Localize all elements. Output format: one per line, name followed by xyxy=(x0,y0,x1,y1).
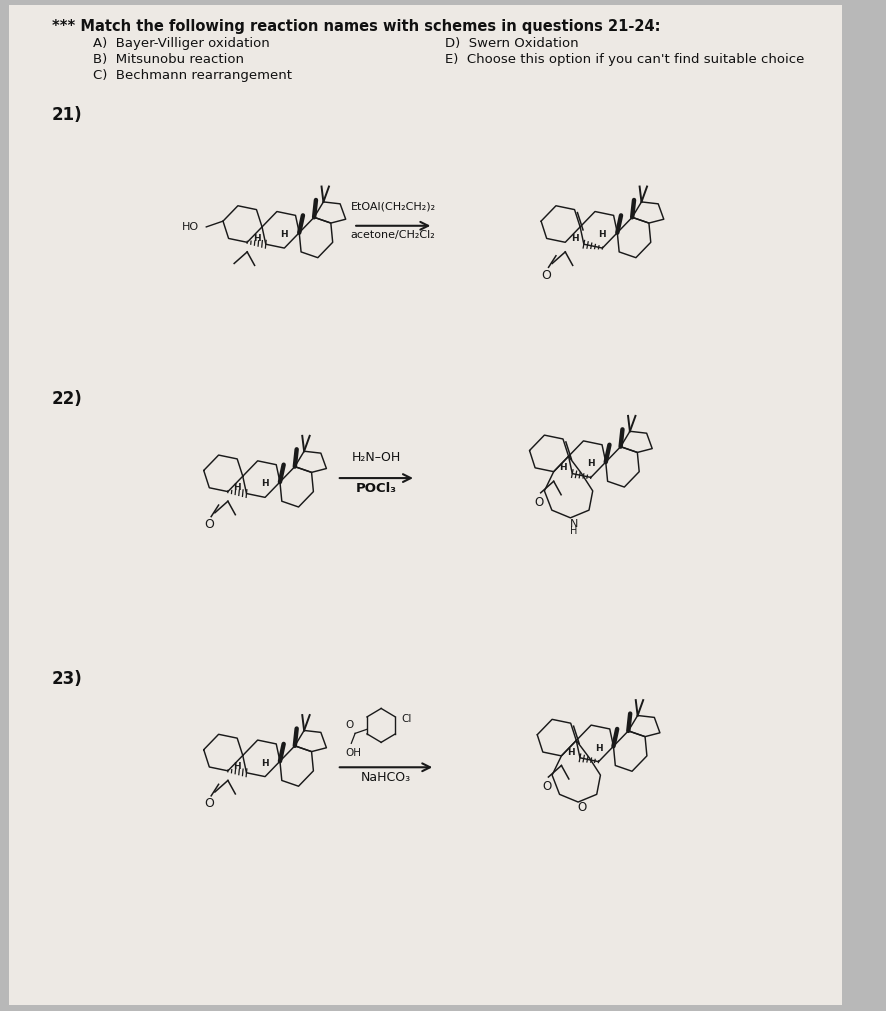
Text: H: H xyxy=(571,234,579,243)
FancyBboxPatch shape xyxy=(9,5,842,1005)
Text: OH: OH xyxy=(346,748,361,758)
Text: 21): 21) xyxy=(51,106,82,124)
Text: H: H xyxy=(571,527,578,536)
Text: H: H xyxy=(253,234,260,243)
Text: N: N xyxy=(570,519,579,529)
Text: H: H xyxy=(587,459,595,468)
Text: 23): 23) xyxy=(51,669,82,687)
Text: H: H xyxy=(559,463,567,472)
Text: H: H xyxy=(567,747,574,756)
Text: 22): 22) xyxy=(51,390,82,408)
Text: O: O xyxy=(577,802,587,814)
Text: O: O xyxy=(346,721,354,730)
Text: O: O xyxy=(542,780,551,794)
Text: H: H xyxy=(261,758,268,767)
Text: O: O xyxy=(205,518,214,531)
Text: POCl₃: POCl₃ xyxy=(356,482,397,495)
Text: H₂N–OH: H₂N–OH xyxy=(352,451,401,464)
Text: H: H xyxy=(261,479,268,488)
Text: H: H xyxy=(233,762,241,771)
Text: acetone/CH₂Cl₂: acetone/CH₂Cl₂ xyxy=(351,229,436,240)
Text: E)  Choose this option if you can't find suitable choice: E) Choose this option if you can't find … xyxy=(445,54,804,67)
Text: C)  Bechmann rearrangement: C) Bechmann rearrangement xyxy=(93,69,292,82)
Text: H: H xyxy=(233,483,241,492)
Text: O: O xyxy=(534,496,543,509)
Text: B)  Mitsunobu reaction: B) Mitsunobu reaction xyxy=(93,54,244,67)
Text: H: H xyxy=(281,231,288,240)
Text: A)  Bayer-Villiger oxidation: A) Bayer-Villiger oxidation xyxy=(93,37,269,51)
Text: NaHCO₃: NaHCO₃ xyxy=(361,771,411,785)
Text: O: O xyxy=(541,269,552,282)
Text: EtOAl(CH₂CH₂)₂: EtOAl(CH₂CH₂)₂ xyxy=(351,202,436,212)
Text: H: H xyxy=(599,231,606,240)
Text: O: O xyxy=(205,798,214,811)
Text: HO: HO xyxy=(182,221,198,232)
Text: H: H xyxy=(595,744,602,752)
Text: D)  Swern Oxidation: D) Swern Oxidation xyxy=(445,37,579,51)
Text: Cl: Cl xyxy=(401,715,412,725)
Text: *** Match the following reaction names with schemes in questions 21-24:: *** Match the following reaction names w… xyxy=(51,19,660,34)
